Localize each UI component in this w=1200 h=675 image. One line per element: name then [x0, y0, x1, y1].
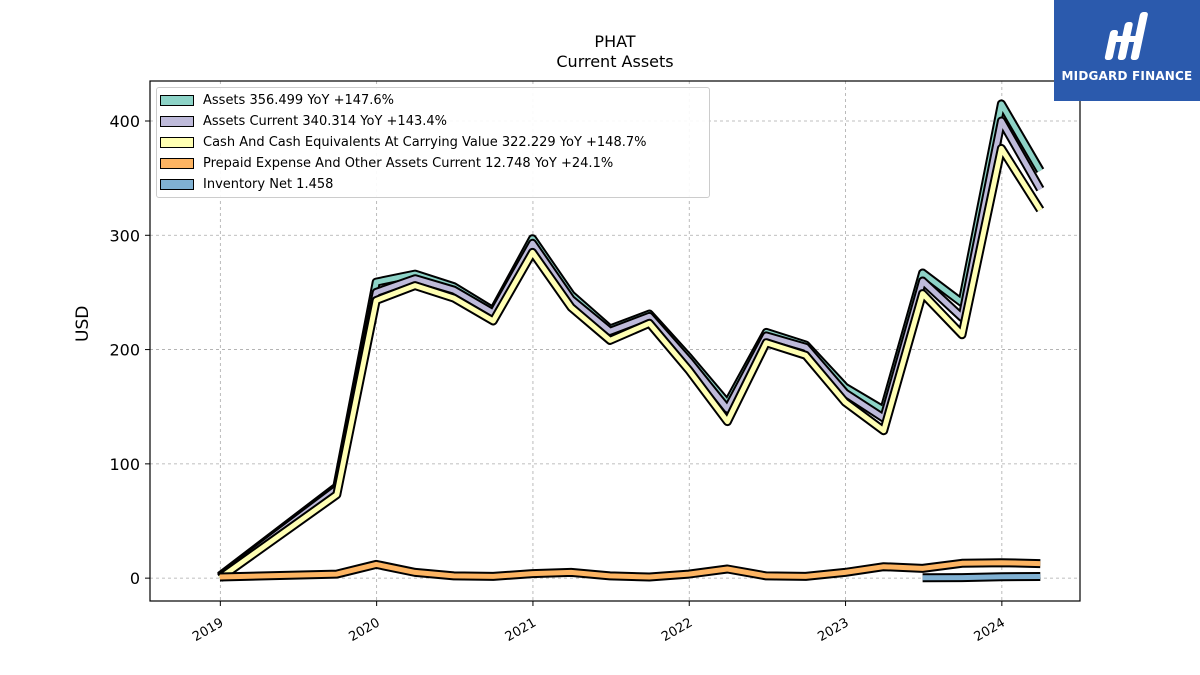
x-tick-label: 2022: [659, 615, 695, 645]
legend-label: Assets 356.499 YoY +147.6%: [203, 93, 395, 108]
legend-label: Cash And Cash Equivalents At Carrying Va…: [203, 135, 647, 150]
x-tick-label: 2020: [346, 615, 382, 645]
series-layer: [217, 99, 1045, 583]
legend-label: Prepaid Expense And Other Assets Current…: [203, 156, 614, 171]
legend: Assets 356.499 YoY +147.6% Assets Curren…: [156, 87, 710, 198]
brand-logo: MIDGARD FINANCE: [1054, 0, 1200, 101]
plot-frame: [149, 80, 1081, 602]
chart-title: PHAT: [594, 32, 636, 51]
legend-item-prepaid: Prepaid Expense And Other Assets Current…: [160, 153, 613, 174]
legend-swatch: [160, 179, 194, 190]
y-tick-label: 300: [109, 226, 140, 245]
legend-label: Assets Current 340.314 YoY +143.4%: [203, 114, 447, 129]
y-axis-label: USD: [73, 305, 93, 342]
logo-mark-icon: [1104, 12, 1148, 60]
series-outline-2: [217, 143, 1045, 582]
x-tick-label: 2021: [503, 615, 539, 645]
series-line-2: [218, 145, 1043, 581]
legend-swatch: [160, 158, 194, 169]
x-tick-label: 2024: [972, 615, 1008, 645]
legend-item-assets-current: Assets Current 340.314 YoY +143.4%: [160, 111, 447, 132]
legend-item-assets: Assets 356.499 YoY +147.6%: [160, 90, 394, 111]
y-tick-label: 0: [130, 569, 140, 588]
logo-text: MIDGARD FINANCE: [1061, 69, 1193, 83]
legend-label: Inventory Net 1.458: [203, 177, 334, 192]
y-tick-label: 200: [109, 341, 140, 360]
legend-swatch: [160, 95, 194, 106]
legend-swatch: [160, 116, 194, 127]
series-line-4: [922, 574, 1041, 581]
series-line-3: [219, 560, 1041, 580]
y-tick-label: 400: [109, 112, 140, 131]
legend-item-inventory: Inventory Net 1.458: [160, 174, 333, 195]
x-tick-label: 2023: [815, 615, 851, 645]
legend-item-cash: Cash And Cash Equivalents At Carrying Va…: [160, 132, 646, 153]
chart-subtitle: Current Assets: [556, 52, 674, 71]
y-tick-label: 100: [109, 455, 140, 474]
x-tick-label: 2019: [190, 615, 226, 645]
legend-swatch: [160, 137, 194, 148]
